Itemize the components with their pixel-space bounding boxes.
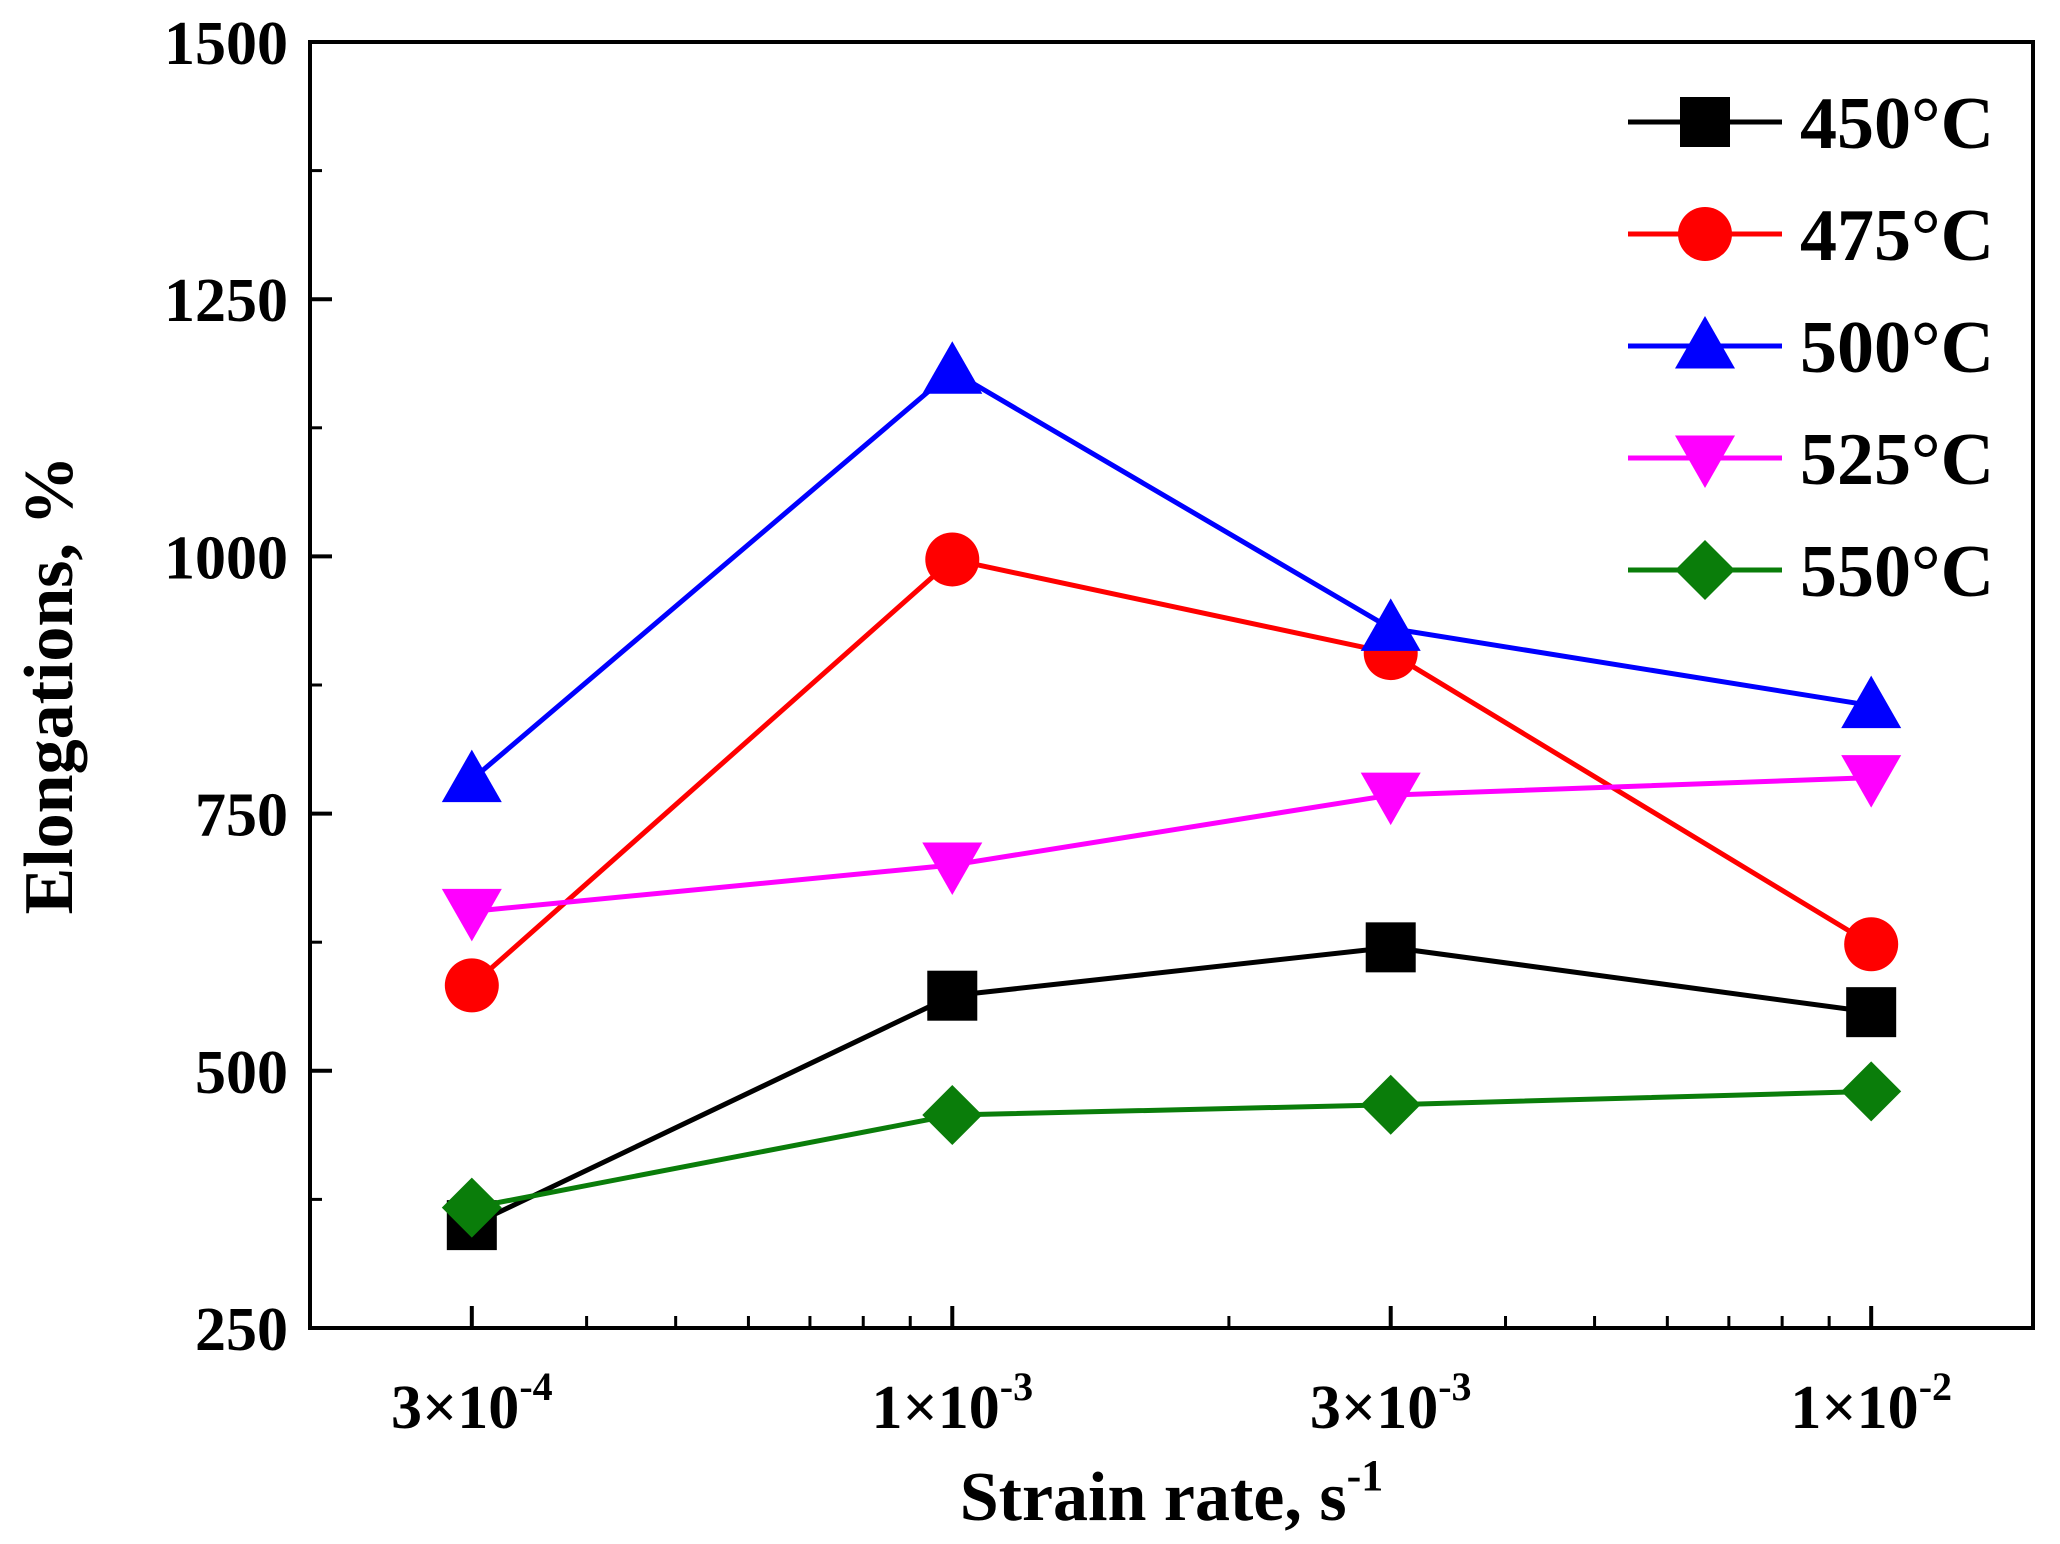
x-tick-label: 3×10-4 xyxy=(391,1364,553,1442)
series-line xyxy=(470,556,1873,988)
legend-label: 525°C xyxy=(1800,419,1994,501)
series-550C xyxy=(441,1061,1902,1238)
data-point xyxy=(444,958,499,1013)
series-line xyxy=(470,944,1872,1228)
series-475C xyxy=(444,532,1899,1013)
series-layer xyxy=(441,341,1902,1251)
data-point xyxy=(441,1177,502,1238)
data-point xyxy=(1360,1074,1421,1135)
axis-labels: 250 500 750 1000 1250 1500 3×10-4 1×10-3 3×10-3 1… xyxy=(11,10,1952,1536)
series-500C xyxy=(441,341,1902,803)
data-point xyxy=(1846,987,1897,1038)
legend-label: 450°C xyxy=(1800,83,1994,165)
legend-marker xyxy=(1678,207,1732,261)
x-tick-label: 1×10-3 xyxy=(871,1364,1033,1442)
legend-marker xyxy=(1675,435,1735,488)
legend-label: 550°C xyxy=(1800,531,1994,613)
data-point xyxy=(441,888,502,942)
data-point xyxy=(1844,917,1899,972)
x-axis-title: Strain rate, s-1 xyxy=(960,1451,1384,1536)
data-point xyxy=(927,970,978,1021)
series-line xyxy=(471,1088,1872,1211)
legend-label: 500°C xyxy=(1800,307,1994,389)
data-point xyxy=(1365,922,1416,973)
series-450C xyxy=(446,922,1897,1251)
data-point xyxy=(922,1085,983,1146)
legend-item: 500°C xyxy=(1628,307,1994,389)
series-525C xyxy=(441,755,1902,942)
y-tick-label: 1500 xyxy=(164,10,288,78)
y-axis-title: Elongations, % xyxy=(11,456,88,915)
series-line xyxy=(471,775,1872,914)
x-tick-label: 3×10-3 xyxy=(1310,1364,1472,1442)
legend-marker xyxy=(1675,316,1735,369)
data-point xyxy=(1360,772,1421,826)
series-line xyxy=(470,368,1872,782)
legend-item: 550°C xyxy=(1628,531,1994,613)
data-point xyxy=(925,532,980,587)
data-point xyxy=(922,842,983,896)
legend-item: 450°C xyxy=(1628,83,1994,165)
y-tick-label: 500 xyxy=(195,1039,288,1107)
legend-item: 525°C xyxy=(1628,419,1994,501)
legend-marker xyxy=(1680,97,1730,147)
legend-label: 475°C xyxy=(1800,195,1994,277)
axes-layer xyxy=(308,40,2035,1330)
data-point xyxy=(1841,675,1902,729)
x-tick-label: 1×10-2 xyxy=(1790,1364,1952,1442)
legend-item: 475°C xyxy=(1628,195,1994,277)
data-point xyxy=(441,749,502,803)
y-tick-label: 1000 xyxy=(164,524,288,592)
data-point xyxy=(922,341,983,394)
data-point xyxy=(1841,1061,1902,1122)
legend: 450°C 475°C 500°C 525°C 550°C xyxy=(1628,83,1994,613)
y-tick-label: 250 xyxy=(195,1296,288,1364)
y-tick-label: 750 xyxy=(195,782,288,850)
y-tick-label: 1250 xyxy=(164,267,288,335)
data-point xyxy=(1360,598,1421,651)
legend-marker xyxy=(1675,540,1735,600)
data-point xyxy=(1841,755,1902,808)
